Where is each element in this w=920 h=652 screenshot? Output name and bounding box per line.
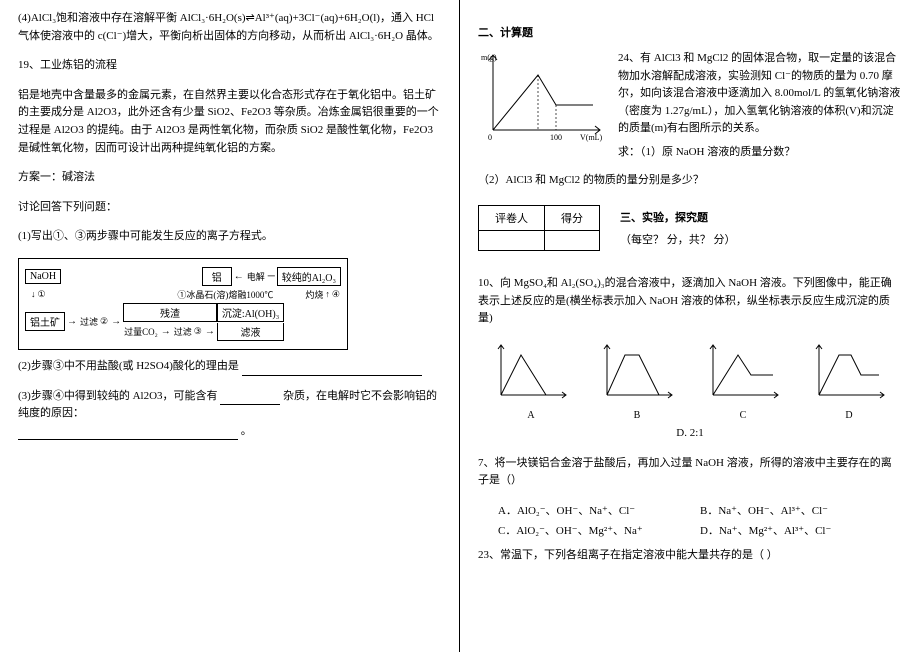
plan1: 方案一：碱溶法 <box>18 169 442 187</box>
q19-title: 19、工业炼铝的流程 <box>18 57 442 75</box>
score-reviewer-cell[interactable] <box>479 231 545 251</box>
score-table: 评卷人 得分 <box>478 205 600 251</box>
flow-bauxite: 铝土矿 <box>25 312 65 331</box>
q19-3: (3)步骤④中得到较纯的 Al2O3，可能含有 杂质，在电解时它不会影响铝的纯度… <box>18 388 442 441</box>
arrow-right-icon-2: → <box>161 326 171 337</box>
discuss: 讨论回答下列问题： <box>18 199 442 217</box>
flow-bingjing: ①冰晶石(溶)熔融1000℃ <box>177 288 273 301</box>
q10-options: A B C <box>478 340 902 421</box>
paragraph-4: (4)AlCl₃饱和溶液中存在溶解平衡 AlCl₃·6H₂O(s)⇌Al³⁺(a… <box>18 10 442 45</box>
ylabel: m(g) <box>481 53 497 62</box>
flow-lvye: 滤液 <box>217 323 284 341</box>
flow-co2: 过量CO₂ <box>124 325 158 338</box>
option-c[interactable]: C <box>703 340 783 421</box>
flow-naoh: NaOH <box>25 269 61 284</box>
blank-2[interactable] <box>242 364 422 376</box>
x0: 0 <box>488 133 492 142</box>
circ2: ② <box>100 316 108 327</box>
flow-diagram: NaOH 铝 ← 电解 ─ 较纯的Al₂O₃ ↓ ① ①冰晶石(溶)熔融1000… <box>18 258 348 350</box>
q7-text: 7、将一块镁铝合金溶于盐酸后，再加入过量 NaOH 溶液，所得的溶液中主要存在的… <box>478 455 902 490</box>
q19-3-prefix: (3)步骤④中得到较纯的 Al2O3，可能含有 <box>18 390 218 402</box>
arrow-left-icon: ← <box>234 271 244 282</box>
section-3-sub: （每空？ 分，共？ 分） <box>620 231 736 247</box>
option-b[interactable]: B <box>597 340 677 421</box>
blank-3b[interactable] <box>18 428 238 440</box>
q7-options: A．AlO₂⁻、OH⁻、Na⁺、Cl⁻ B．Na⁺、OH⁻、Al³⁺、Cl⁻ C… <box>498 502 902 542</box>
option-a-label: A <box>491 410 571 421</box>
arrow-right-icon: → <box>67 316 77 327</box>
option-a[interactable]: A <box>491 340 571 421</box>
option-b-label: B <box>597 410 677 421</box>
xtick: 100 <box>550 133 562 142</box>
arrow-down-icon: ↓ <box>31 289 36 299</box>
flow-canzha: 残渣 <box>123 303 217 322</box>
circ1: ① <box>38 289 46 300</box>
q19-1: (1)写出①、③两步骤中可能发生反应的离子方程式。 <box>18 228 442 246</box>
flow-shaoshao: 灼烧 <box>305 288 323 301</box>
section-3-title: 三、实验，探究题 <box>620 209 736 225</box>
xlabel: V(mL) <box>580 133 603 142</box>
q7-opt-c[interactable]: C．AlO₂⁻、OH⁻、Mg²⁺、Na⁺ <box>498 522 700 542</box>
section-2-title: 二、计算题 <box>478 24 902 40</box>
score-col-score: 得分 <box>545 206 600 231</box>
line-icon: ─ <box>268 271 275 282</box>
q24-2: （2）AlCl3 和 MgCl2 的物质的量分别是多少？ <box>478 172 902 190</box>
flow-al2o3: 较纯的Al₂O₃ <box>277 267 341 286</box>
right-column: 二、计算题 m(g) 0 100 V(mL) 24、有 AlCl3 和 MgCl… <box>460 0 920 652</box>
q19-3-end: 。 <box>241 425 252 437</box>
q7-opt-d[interactable]: D．Na⁺、Mg²⁺、Al³⁺、Cl⁻ <box>700 522 902 542</box>
flow-lv: 铝 <box>202 267 232 286</box>
option-d-label: D <box>809 410 889 421</box>
q23-text: 23、常温下，下列各组离子在指定溶液中能大量共存的是（ ） <box>478 547 902 565</box>
q24-chart: m(g) 0 100 V(mL) <box>478 50 608 145</box>
flow-guolv: 过滤 <box>80 315 98 328</box>
q24-1: 求：（1）原 NaOH 溶液的质量分数？ <box>618 144 902 162</box>
left-column: (4)AlCl₃饱和溶液中存在溶解平衡 AlCl₃·6H₂O(s)⇌Al³⁺(a… <box>0 0 460 652</box>
arrow-up-icon: ↑ <box>325 289 330 299</box>
circ3: ③ <box>194 326 202 337</box>
q10-text: 10、向 MgSO₄和 Al₂(SO₄)₃的混合溶液中，逐滴加入 NaOH 溶液… <box>478 275 902 328</box>
q19-intro: 铝是地壳中含量最多的金属元素，在自然界主要以化合态形式存在于氧化铝中。铝土矿的主… <box>18 87 442 157</box>
score-score-cell[interactable] <box>545 231 600 251</box>
q7-opt-b[interactable]: B．Na⁺、OH⁻、Al³⁺、Cl⁻ <box>700 502 902 522</box>
score-col-reviewer: 评卷人 <box>479 206 545 231</box>
blank-3a[interactable] <box>220 393 280 405</box>
flow-shiguolv: 过滤 <box>174 325 192 338</box>
option-d[interactable]: D <box>809 340 889 421</box>
q19-2-prefix: (2)步骤③中不用盐酸(或 H2SO4)酸化的理由是 <box>18 360 239 372</box>
stray-d21: D. 2:1 <box>478 425 902 443</box>
q7-opt-a[interactable]: A．AlO₂⁻、OH⁻、Na⁺、Cl⁻ <box>498 502 700 522</box>
option-c-label: C <box>703 410 783 421</box>
split-icon: → <box>205 326 215 337</box>
flow-dianjie: 电解 <box>247 270 265 283</box>
circ4: ④ <box>332 289 340 300</box>
flow-chendian: 沉淀:Al(OH)₃ <box>217 303 284 322</box>
q24-text: 24、有 AlCl3 和 MgCl2 的固体混合物，取一定量的该混合物加水溶解配… <box>618 50 902 138</box>
q19-2: (2)步骤③中不用盐酸(或 H2SO4)酸化的理由是 <box>18 358 442 376</box>
split-up-icon: → <box>111 316 121 327</box>
